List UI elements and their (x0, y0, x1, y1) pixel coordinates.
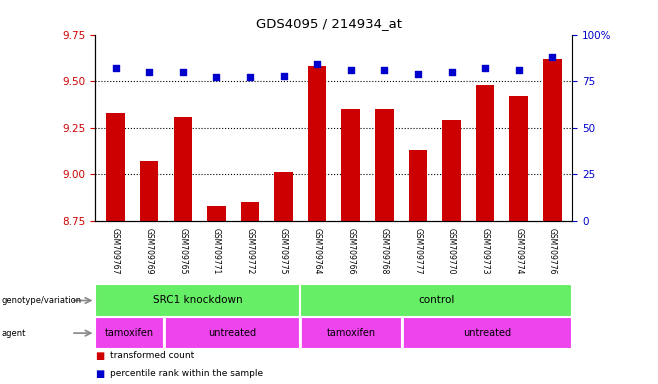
Text: GSM709767: GSM709767 (111, 228, 120, 274)
Bar (402, 317, 572, 349)
Text: GSM709765: GSM709765 (178, 228, 188, 274)
Point (312, 61, 322, 68)
Point (178, 69, 188, 75)
Point (446, 69, 457, 75)
Text: ■: ■ (95, 351, 105, 361)
Text: SRC1 knockdown: SRC1 knockdown (153, 295, 242, 306)
Point (513, 67, 524, 73)
Bar (95, 284, 300, 317)
Text: genotype/variation: genotype/variation (1, 296, 82, 305)
Text: GSM709776: GSM709776 (548, 228, 557, 274)
Text: untreated: untreated (463, 328, 511, 338)
Point (547, 54, 557, 60)
Point (413, 71, 423, 77)
Text: GSM709766: GSM709766 (346, 228, 355, 274)
Bar (107, 113, 125, 221)
Text: GDS4095 / 214934_at: GDS4095 / 214934_at (256, 17, 402, 30)
Point (111, 65, 121, 71)
Bar (274, 172, 293, 221)
Point (245, 74, 255, 81)
Text: GSM709772: GSM709772 (245, 228, 255, 274)
Bar (207, 206, 226, 221)
Point (345, 67, 356, 73)
Bar (308, 66, 326, 221)
Text: control: control (418, 295, 454, 306)
Point (278, 73, 289, 79)
Text: ■: ■ (95, 369, 105, 379)
Bar (342, 109, 360, 221)
Text: agent: agent (1, 329, 26, 338)
Text: GSM709764: GSM709764 (313, 228, 322, 274)
Bar (543, 59, 561, 221)
Text: GSM709777: GSM709777 (413, 228, 422, 274)
Text: tamoxifen: tamoxifen (326, 328, 376, 338)
Bar (509, 96, 528, 221)
Point (144, 69, 155, 75)
Text: untreated: untreated (208, 328, 256, 338)
Point (211, 74, 222, 81)
Bar (174, 116, 192, 221)
Bar (300, 317, 402, 349)
Point (379, 67, 390, 73)
Bar (95, 317, 164, 349)
Bar (409, 150, 427, 221)
Text: GSM709774: GSM709774 (514, 228, 523, 274)
Bar (476, 85, 494, 221)
Text: GSM709768: GSM709768 (380, 228, 389, 274)
Bar (241, 202, 259, 221)
Bar (300, 284, 572, 317)
Text: GSM709773: GSM709773 (480, 228, 490, 274)
Bar (442, 120, 461, 221)
Text: transformed count: transformed count (110, 351, 194, 360)
Bar (140, 161, 159, 221)
Text: GSM709770: GSM709770 (447, 228, 456, 274)
Text: tamoxifen: tamoxifen (105, 328, 154, 338)
Bar (164, 317, 300, 349)
Text: percentile rank within the sample: percentile rank within the sample (110, 369, 263, 377)
Point (480, 65, 490, 71)
Bar (375, 109, 393, 221)
Text: GSM709775: GSM709775 (279, 228, 288, 274)
Text: GSM709769: GSM709769 (145, 228, 154, 274)
Text: GSM709771: GSM709771 (212, 228, 221, 274)
